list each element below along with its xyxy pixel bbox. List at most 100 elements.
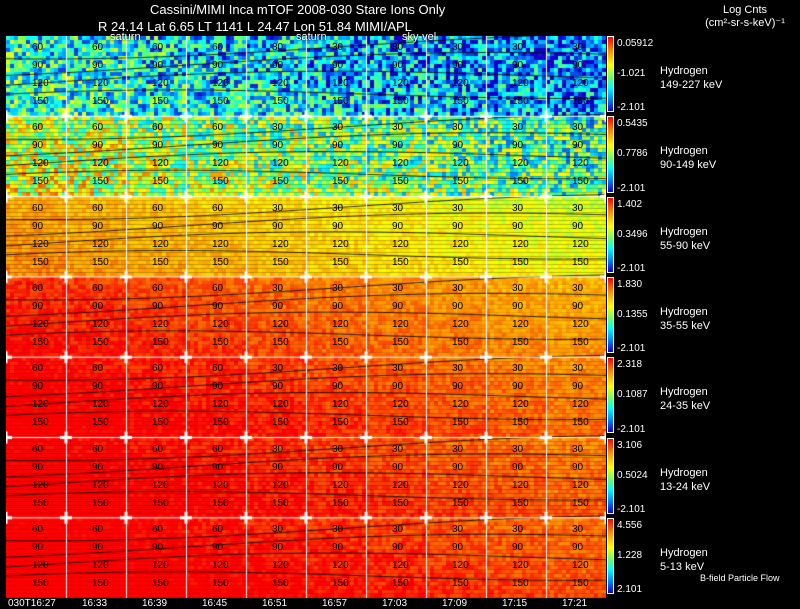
contour-label: 90 [32, 461, 44, 473]
contour-label: 90 [332, 461, 344, 473]
contour-label: 120 [332, 399, 349, 411]
contour-label: 90 [452, 140, 464, 152]
contour-label: 30 [572, 122, 584, 134]
contour-label: 120 [572, 318, 589, 330]
contour-label: 60 [92, 122, 104, 134]
contour-label: 90 [92, 461, 104, 473]
contour-label: 30 [272, 523, 284, 535]
contour-label: 60 [92, 523, 104, 535]
contour-label: 60 [92, 443, 104, 455]
contour-label: 120 [332, 158, 349, 170]
contour-label: 150 [32, 417, 49, 429]
contour-label: 120 [32, 78, 49, 89]
contour-label: 60 [92, 202, 104, 214]
contour-label: 30 [452, 443, 464, 455]
contour-label: 30 [392, 122, 404, 134]
contour-label: 90 [212, 541, 224, 553]
contour-label: 60 [152, 122, 164, 134]
contour-label: 60 [152, 42, 164, 53]
contour-label: 120 [572, 158, 589, 170]
image-grid [6, 36, 606, 598]
time-axis: 030T16:27 16:33 16:39 16:45 16:51 16:57 17:03 1… [0, 598, 620, 609]
contour-label: 150 [392, 497, 409, 509]
contour-label: 30 [392, 363, 404, 375]
contour-label: 90 [392, 541, 404, 553]
contour-label: 150 [32, 497, 49, 509]
species-label: Hydrogen 24-35 keV [660, 385, 710, 413]
contour-label: 90 [272, 461, 284, 473]
colorbar-value: -1.021 [617, 68, 646, 80]
contour-label: 90 [32, 60, 44, 71]
contour-label: 120 [212, 559, 229, 571]
time-label: 16:33 [82, 598, 108, 609]
colorbar-value: 1.228 [617, 549, 643, 561]
contour-label: 150 [212, 497, 229, 509]
contour-label: 150 [152, 336, 169, 348]
contour-label: 120 [92, 238, 109, 250]
colorbar-value: -2.101 [617, 343, 646, 355]
contour-label: 30 [572, 282, 584, 294]
contour-label: 120 [512, 479, 529, 491]
contour-label: 60 [212, 363, 224, 375]
species-label: Hydrogen 90-149 keV [660, 144, 716, 172]
contour-label: 120 [212, 238, 229, 250]
contour-label: 150 [32, 336, 49, 348]
contour-label: 120 [92, 78, 109, 89]
contour-label: 150 [572, 497, 589, 509]
contour-label: 30 [392, 523, 404, 535]
colorbar-value: 0.5435 [617, 118, 648, 130]
contour-label: 150 [332, 96, 349, 107]
energy-image-canvas [6, 36, 606, 598]
colorbar-value: 1.402 [617, 198, 643, 210]
contour-label: 120 [92, 158, 109, 170]
contour-label: 30 [272, 202, 284, 214]
contour-label: 90 [272, 60, 284, 71]
units-line-1: Log Cnts [722, 4, 768, 16]
contour-label: 150 [32, 96, 49, 107]
contour-label: 120 [32, 559, 49, 571]
contour-label: 150 [392, 577, 409, 589]
contour-label: 90 [272, 541, 284, 553]
contour-label: 150 [152, 176, 169, 188]
energy-range: 24-35 keV [660, 400, 711, 413]
contour-label: 30 [512, 122, 524, 134]
contour-label: 120 [272, 158, 289, 170]
contour-label: 120 [272, 559, 289, 571]
contour-label: 60 [32, 443, 44, 455]
contour-label: 150 [512, 176, 529, 188]
contour-label: 60 [212, 202, 224, 214]
contour-label: 150 [272, 256, 289, 268]
contour-label: 120 [452, 78, 469, 89]
contour-label: 90 [152, 541, 164, 553]
contour-label: 90 [212, 60, 224, 71]
colorbar [607, 517, 614, 595]
contour-label: 90 [392, 60, 404, 71]
contour-label: 90 [572, 140, 584, 152]
contour-label: 30 [572, 363, 584, 375]
species-name: Hydrogen [660, 466, 708, 479]
contour-label: 120 [452, 238, 469, 250]
contour-label: 30 [512, 282, 524, 294]
contour-label: 60 [152, 523, 164, 535]
contour-label: 90 [392, 381, 404, 393]
contour-label: 120 [152, 238, 169, 250]
contour-label: 30 [512, 363, 524, 375]
time-label: 16:39 [142, 598, 168, 609]
energy-range: 149-227 keV [660, 79, 723, 91]
energy-range: 13-24 keV [660, 480, 711, 493]
contour-label: 90 [212, 381, 224, 393]
contour-label: 60 [32, 282, 44, 294]
contour-label: 150 [512, 256, 529, 268]
colorbar-value: 0.1355 [617, 309, 648, 321]
contour-label: 150 [512, 417, 529, 429]
contour-label: 60 [92, 282, 104, 294]
contour-label: 120 [32, 158, 49, 170]
colorbar [607, 437, 614, 514]
contour-label: 60 [212, 42, 224, 53]
contour-label: 120 [392, 399, 409, 411]
contour-label: 150 [332, 256, 349, 268]
contour-label: 120 [272, 78, 289, 89]
contour-label: 150 [332, 497, 349, 509]
contour-label: 120 [332, 78, 349, 89]
contour-label: 150 [332, 336, 349, 348]
